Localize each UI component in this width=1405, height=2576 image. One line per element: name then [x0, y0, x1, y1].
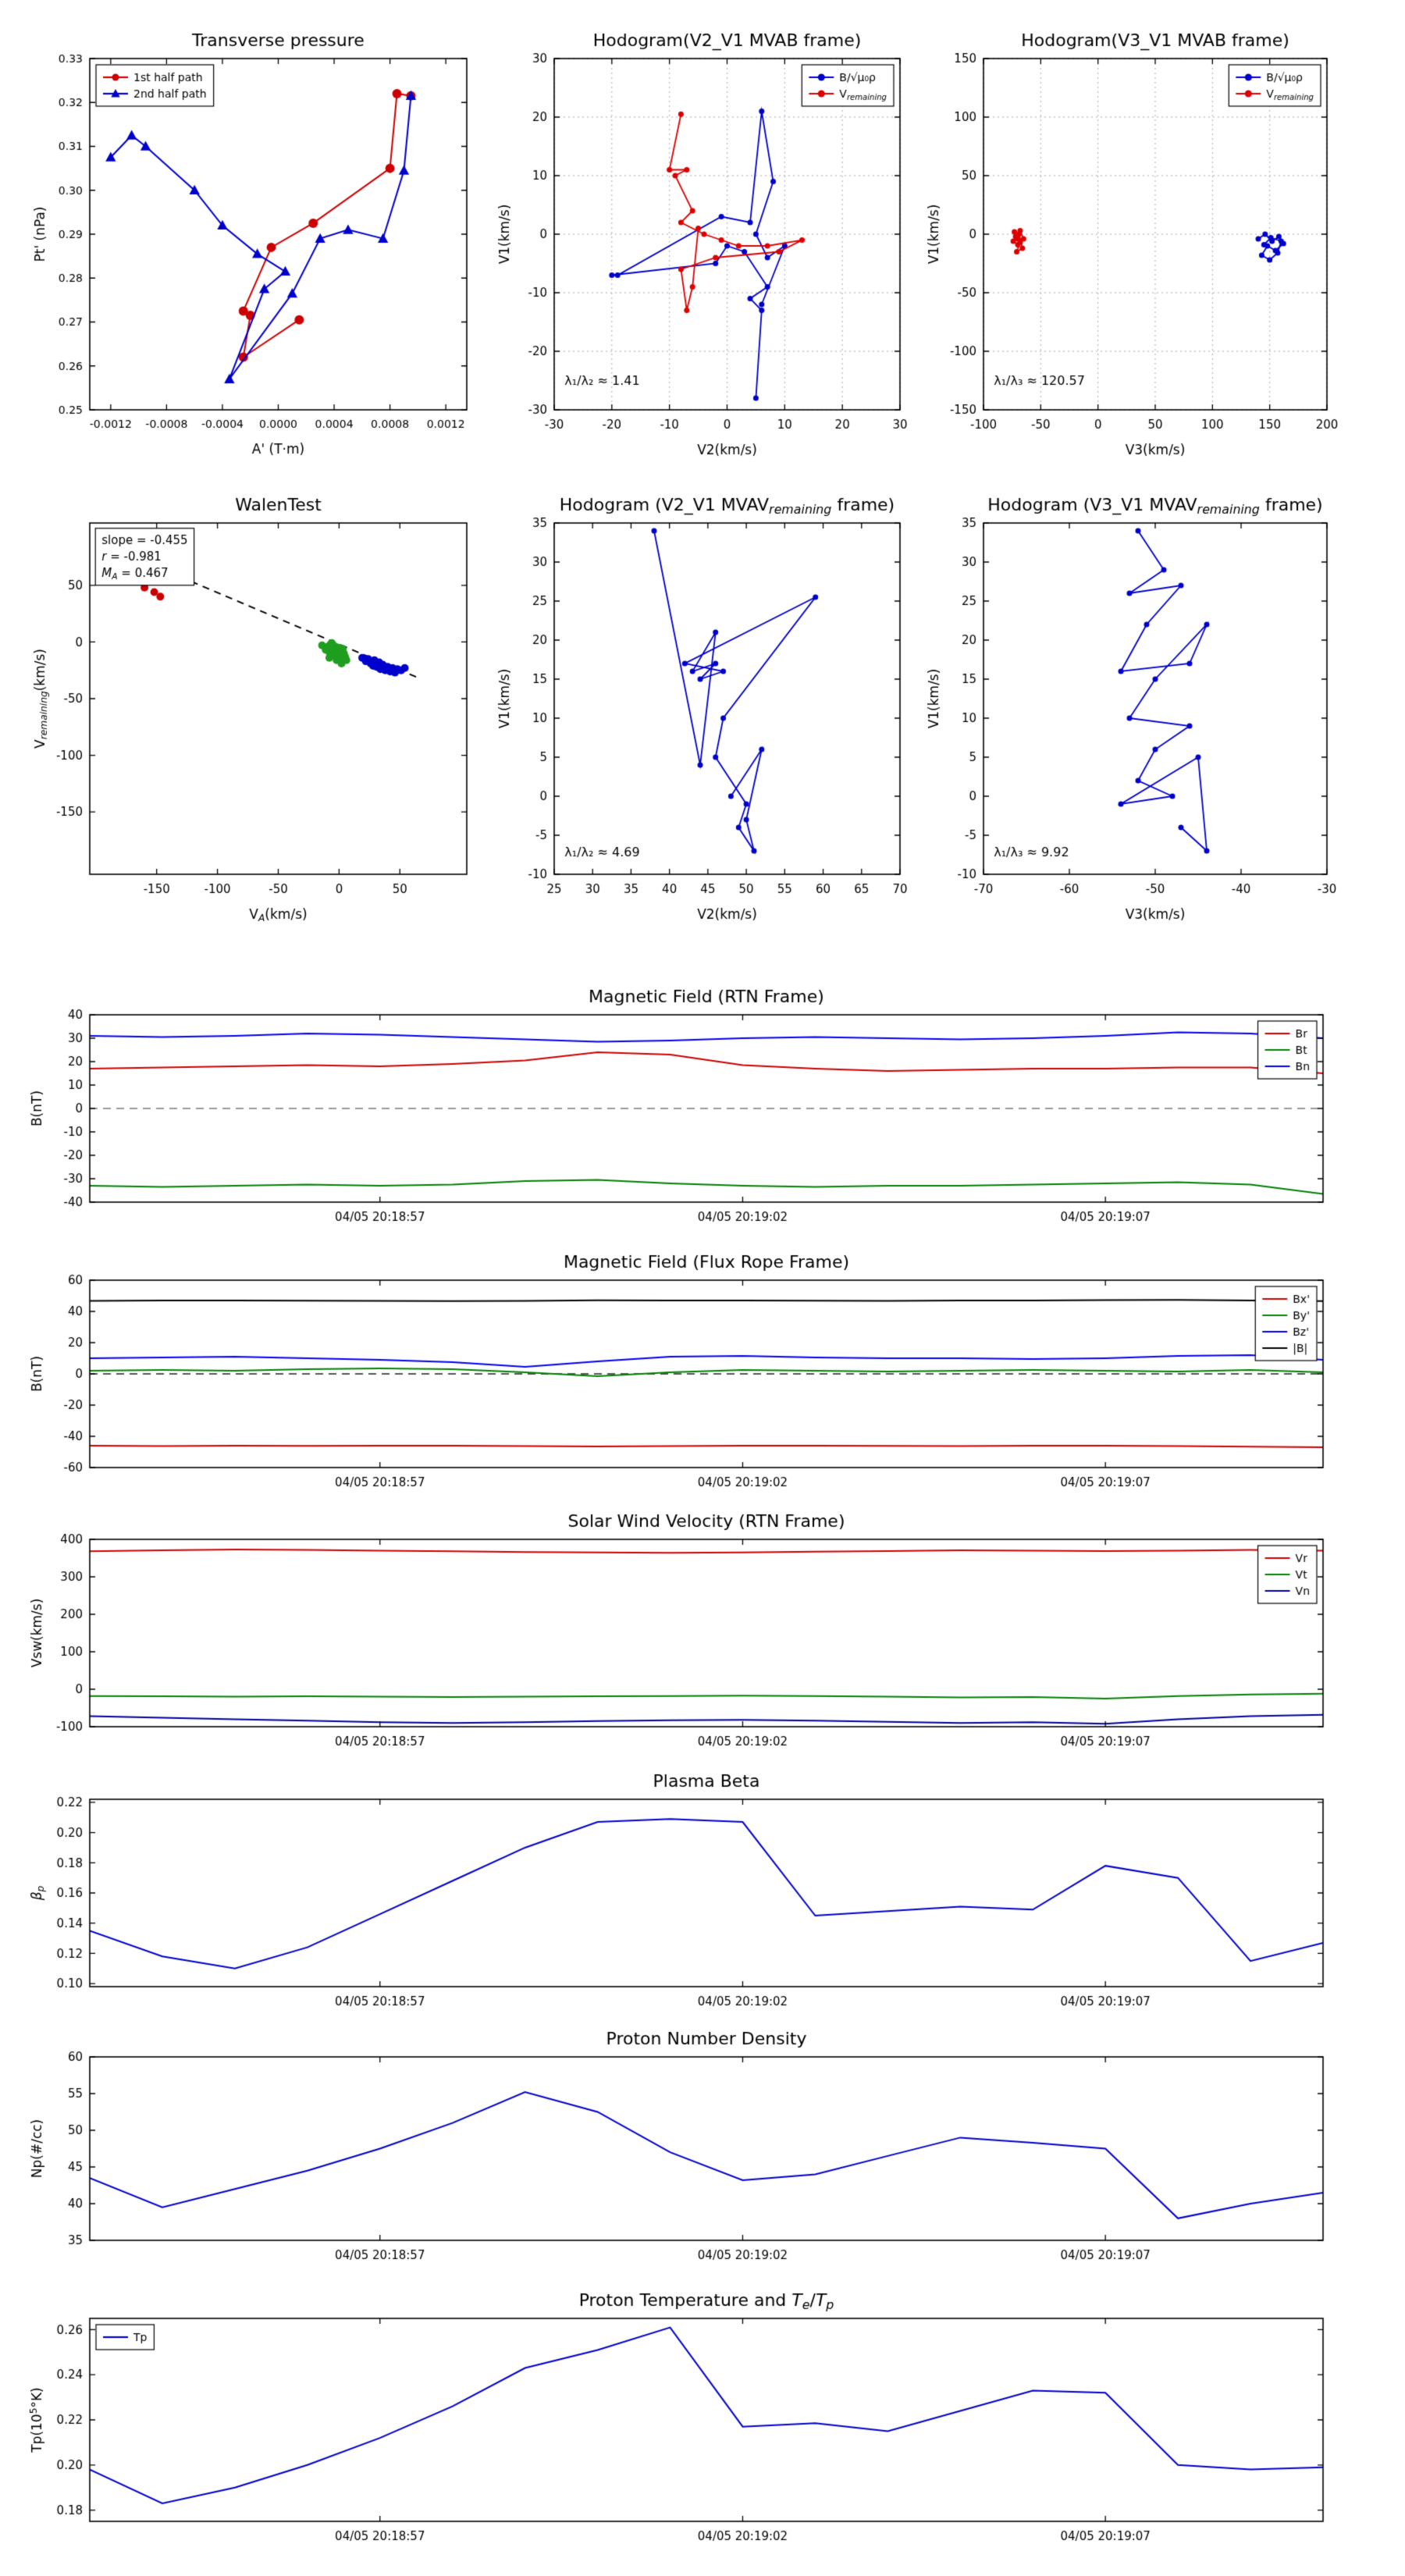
chart-transverse-pressure [16, 16, 476, 468]
chart-hodogram-v3v1-mvab [913, 16, 1339, 468]
chart-magnetic-field-rtn [16, 976, 1389, 1233]
chart-hodogram-v2v1-mvab [484, 16, 909, 468]
chart-proton-temperature [16, 2275, 1389, 2572]
chart-walen-test [16, 480, 476, 933]
chart-solar-wind-velocity [16, 1500, 1389, 1758]
chart-proton-density [16, 2018, 1389, 2272]
chart-magnetic-field-flux-rope [16, 1241, 1389, 1499]
chart-hodogram-v2v1-mvav [484, 480, 909, 933]
chart-hodogram-v3v1-mvav [913, 480, 1339, 933]
chart-plasma-beta [16, 1760, 1389, 2018]
